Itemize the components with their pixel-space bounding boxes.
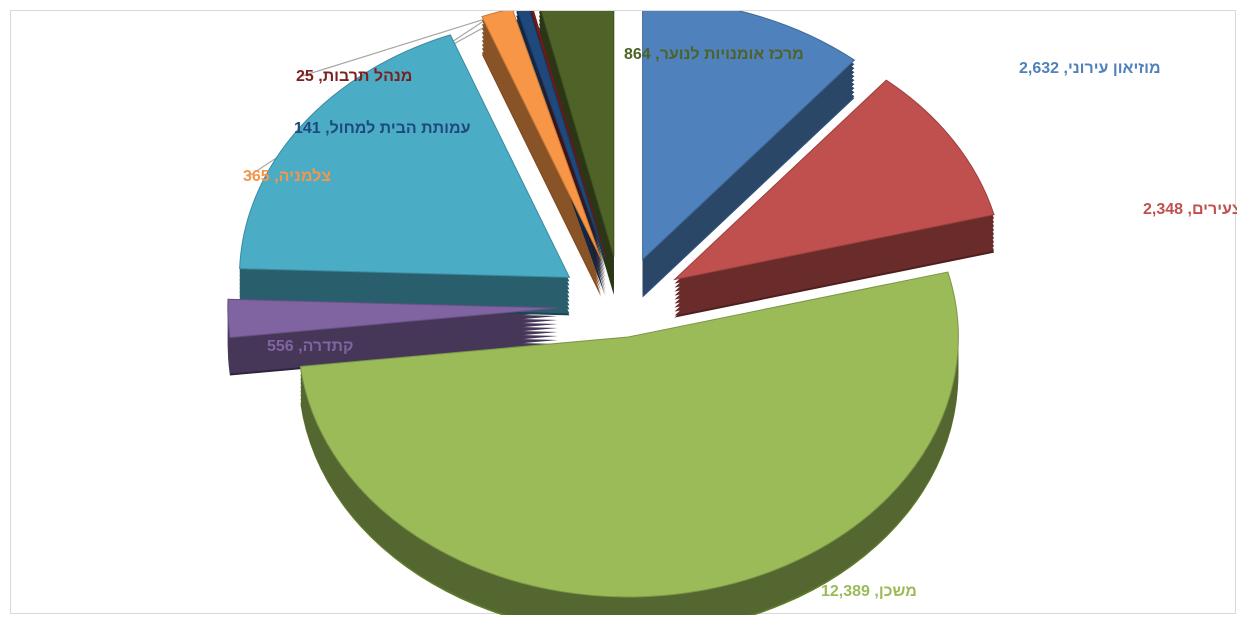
data-label: צלמניה, 365 (243, 167, 331, 185)
pie-slice[interactable] (539, 11, 615, 257)
slice-tops (227, 11, 995, 598)
pie-chart: מוזיאון עירוני, 2,632 מרכז צעירים, 2,348 מ… (227, 11, 1237, 615)
data-label: תרבות, 4,412 (259, 227, 355, 244)
chart-frame: מוזיאון עירוני, 2,632 מרכז צעירים, 2,348 מ… (10, 10, 1237, 615)
pie-slice[interactable] (299, 271, 959, 598)
pie-slice[interactable] (529, 11, 607, 258)
pie-slice[interactable] (516, 11, 606, 259)
data-label: מרכז אומנויות לנוער, 864 (624, 45, 804, 63)
data-label: מרכז צעירים, 2,348 (1143, 201, 1237, 218)
pie-slice[interactable] (672, 79, 995, 281)
slice-depth-3 (227, 335, 558, 374)
data-label: עמותת הבית למחול, 141 (294, 119, 471, 137)
pie-slice[interactable] (642, 11, 856, 261)
slice-depth-5 (481, 44, 602, 296)
data-labels: מוזיאון עירוני, 2,632 מרכז צעירים, 2,348 מ… (243, 45, 1237, 600)
data-label: מוזיאון עירוני, 2,632 (1019, 60, 1161, 77)
data-label: מנהל תרבות, 25 (296, 67, 412, 85)
pie-slice[interactable] (481, 11, 602, 260)
data-label: משכן, 12,389 (821, 583, 917, 600)
pie-slice[interactable] (227, 298, 558, 339)
data-label: קתדרה, 556 (267, 338, 353, 355)
pie-slice[interactable] (239, 34, 571, 278)
